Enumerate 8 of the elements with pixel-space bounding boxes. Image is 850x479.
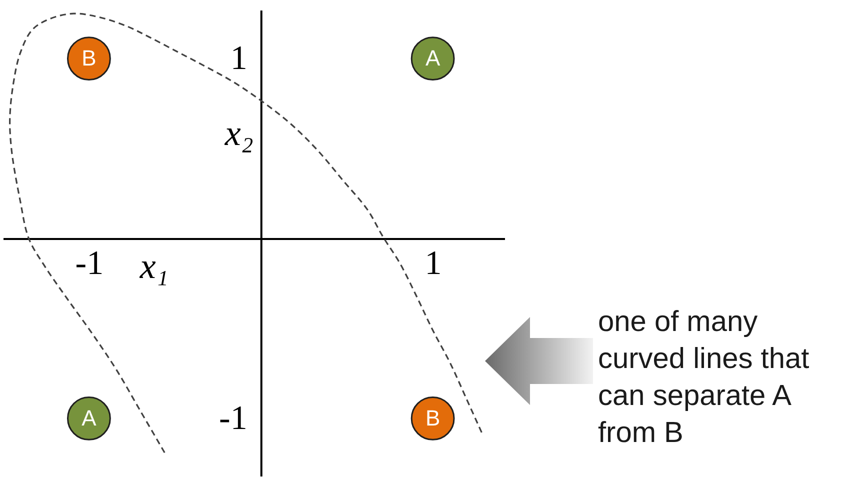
text: B (425, 405, 440, 430)
text: A (82, 405, 96, 430)
series-label: A (425, 46, 440, 71)
line-series (9, 12, 484, 454)
x-axis-title: x₁ (138, 246, 168, 286)
series-label: B (82, 46, 96, 71)
text: one of many curved lines that can separate A from B (598, 305, 810, 451)
y-axis-title: x₂ (224, 112, 254, 153)
